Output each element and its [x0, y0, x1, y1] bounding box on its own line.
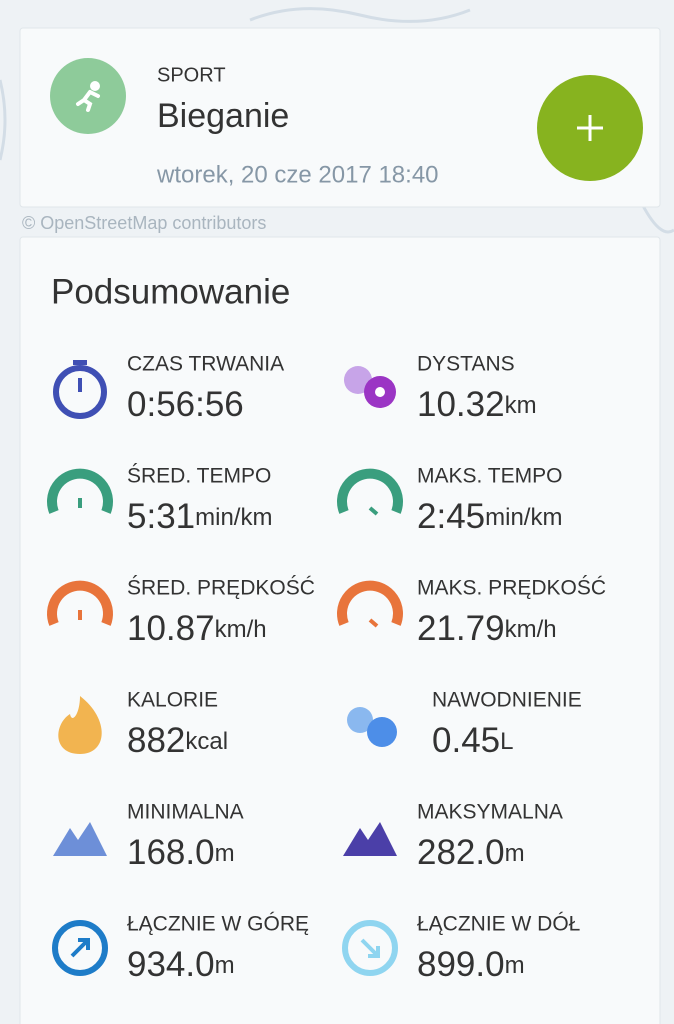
stat-number: 0.45	[432, 721, 500, 760]
stat-unit: kcal	[185, 728, 228, 755]
stat-unit: m	[215, 840, 235, 867]
stat-unit: m	[505, 952, 525, 979]
stat-icon	[347, 707, 397, 747]
stat-label: MAKS. TEMPO	[417, 465, 562, 488]
stat-value: 0.45L	[432, 721, 513, 760]
stat-label: MAKS. PRĘDKOŚĆ	[417, 576, 606, 600]
drop-icon	[347, 707, 373, 733]
stat-number: 10.87	[127, 609, 215, 648]
stat-icon	[337, 468, 403, 516]
activity-date: wtorek, 20 cze 2017 18:40	[156, 161, 439, 188]
stat-label: ŚRED. PRĘDKOŚĆ	[127, 576, 315, 600]
gauge-needle	[368, 506, 379, 516]
stat-icon	[52, 920, 108, 976]
stat-value: 934.0m	[127, 945, 235, 984]
stat-unit: min/km	[195, 504, 272, 531]
stat-value: 899.0m	[417, 945, 525, 984]
stat-value: 2:45min/km	[417, 497, 562, 536]
stat-unit: km	[505, 392, 537, 419]
stat-number: 2:45	[417, 497, 485, 536]
stat-label: DYSTANS	[417, 353, 515, 376]
stat-unit: m	[215, 952, 235, 979]
drop-icon	[367, 717, 397, 747]
stat-unit: m	[505, 840, 525, 867]
stat-number: 282.0	[417, 833, 505, 872]
stat-value: 882kcal	[127, 721, 228, 760]
stopwatch-icon	[53, 365, 107, 419]
pin-hole	[375, 387, 385, 397]
direction-icon	[342, 920, 398, 976]
stat-label: MINIMALNA	[127, 801, 244, 824]
summary-card	[19, 236, 661, 1024]
sport-label: SPORT	[157, 64, 226, 86]
stat-number: 934.0	[127, 945, 215, 984]
stat-unit: km/h	[505, 616, 557, 643]
gauge-needle	[368, 618, 379, 628]
stat-icon	[58, 696, 102, 754]
add-button[interactable]	[537, 75, 643, 181]
stat-number: 21.79	[417, 609, 505, 648]
stat-value: 168.0m	[127, 833, 235, 872]
stopwatch-top	[73, 360, 87, 365]
stat-number: 899.0	[417, 945, 505, 984]
mountain-icon	[53, 822, 107, 856]
add-icon[interactable]	[577, 115, 603, 141]
activity-card	[19, 27, 661, 208]
stat-label: ŁĄCZNIE W DÓŁ	[417, 913, 580, 936]
mountain-icon	[343, 822, 397, 856]
stat-label: NAWODNIENIE	[432, 689, 582, 712]
stat-value: 10.87km/h	[127, 609, 267, 648]
stat-label: MAKSYMALNA	[417, 801, 563, 824]
stat-icon	[342, 920, 398, 976]
gauge-icon	[47, 580, 113, 626]
stat-number: 10.32	[417, 385, 505, 424]
direction-arrow	[70, 938, 90, 958]
stat-icon	[53, 360, 107, 419]
stat-value: 0:56:56	[127, 385, 244, 424]
map-attribution: © OpenStreetMap contributors	[22, 213, 266, 233]
direction-arrow	[360, 938, 380, 958]
stat-number: 168.0	[127, 833, 215, 872]
stat-number: 5:31	[127, 497, 195, 536]
stat-icon	[337, 580, 403, 628]
flame-icon	[58, 696, 102, 754]
direction-icon	[52, 920, 108, 976]
stat-icon	[343, 822, 397, 856]
stat-icon	[344, 366, 396, 408]
stat-icon	[53, 822, 107, 856]
runner-icon	[76, 81, 100, 112]
gauge-icon	[337, 580, 403, 626]
stat-unit: km/h	[215, 616, 267, 643]
stat-value: 282.0m	[417, 833, 525, 872]
stat-label: CZAS TRWANIA	[127, 353, 284, 376]
stat-icon	[47, 468, 113, 514]
gauge-icon	[47, 468, 113, 514]
stat-number: 0:56:56	[127, 385, 244, 424]
stat-label: ŚRED. TEMPO	[127, 464, 271, 488]
stat-unit: L	[500, 728, 513, 755]
stat-number: 882	[127, 721, 185, 760]
stat-value: 10.32km	[417, 385, 537, 424]
gauge-icon	[337, 468, 403, 514]
stat-icon	[47, 580, 113, 626]
stat-label: ŁĄCZNIE W GÓRĘ	[127, 913, 309, 936]
summary-title: Podsumowanie	[51, 272, 290, 311]
stat-unit: min/km	[485, 504, 562, 531]
sport-name: Bieganie	[157, 97, 289, 135]
stat-value: 5:31min/km	[127, 497, 272, 536]
stat-value: 21.79km/h	[417, 609, 557, 648]
stat-label: KALORIE	[127, 689, 218, 712]
